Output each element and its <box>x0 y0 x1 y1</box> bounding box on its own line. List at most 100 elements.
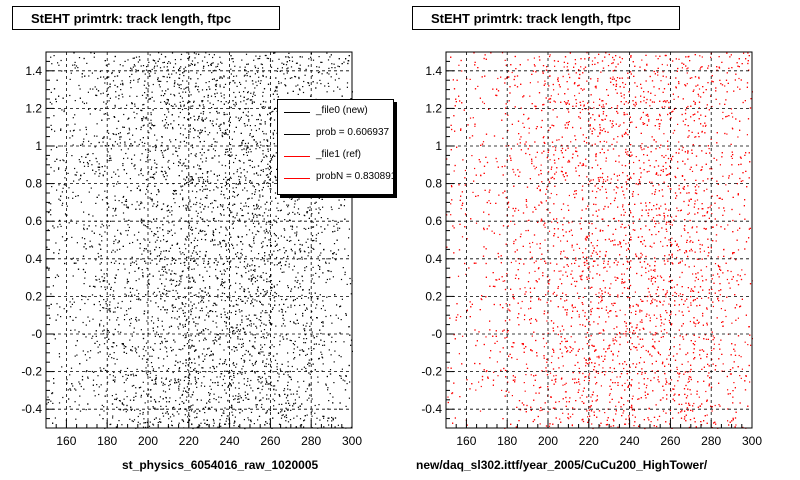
data-point <box>290 296 292 298</box>
data-point <box>107 114 109 116</box>
data-point <box>161 171 163 173</box>
data-point <box>298 239 300 241</box>
data-point <box>229 284 232 287</box>
data-point <box>160 170 163 172</box>
data-point <box>268 388 270 390</box>
data-point <box>242 300 244 302</box>
data-point <box>79 395 81 397</box>
data-point <box>158 84 160 86</box>
data-point <box>249 331 251 333</box>
data-point <box>203 348 205 350</box>
data-point <box>298 386 300 388</box>
data-point <box>297 208 300 210</box>
data-point <box>194 260 196 262</box>
data-point <box>121 343 123 345</box>
data-point <box>157 230 159 233</box>
data-point <box>238 218 241 220</box>
data-point <box>70 389 72 391</box>
data-point <box>193 369 195 371</box>
data-point <box>223 103 225 105</box>
data-point <box>107 183 109 185</box>
data-point <box>314 369 316 371</box>
data-point <box>270 381 272 383</box>
data-point <box>223 410 225 412</box>
data-point <box>300 250 302 252</box>
data-point <box>170 229 172 231</box>
data-point <box>62 159 64 161</box>
data-point <box>230 106 232 109</box>
data-point <box>200 422 202 424</box>
data-point <box>151 68 153 71</box>
data-point <box>278 373 280 375</box>
data-point <box>289 236 291 238</box>
data-point <box>229 383 231 385</box>
data-point <box>123 263 125 265</box>
data-point <box>109 374 111 376</box>
data-point <box>291 365 293 368</box>
data-point <box>318 276 320 278</box>
data-point <box>264 291 266 293</box>
data-point <box>224 185 226 187</box>
data-point <box>310 247 312 249</box>
data-point <box>193 369 195 371</box>
data-point <box>190 292 192 294</box>
data-point <box>147 223 149 225</box>
data-point <box>197 78 199 80</box>
data-point <box>74 401 76 403</box>
data-point <box>157 326 159 328</box>
data-point <box>275 179 277 181</box>
data-point <box>223 333 225 335</box>
data-point <box>213 173 215 175</box>
data-point <box>250 250 252 252</box>
data-point <box>330 341 333 343</box>
data-point <box>246 190 248 192</box>
data-point <box>149 250 151 252</box>
data-point <box>320 61 322 63</box>
data-point <box>157 78 159 81</box>
data-point <box>123 204 125 206</box>
data-point <box>222 412 224 414</box>
data-point <box>165 241 167 243</box>
data-point <box>150 400 152 402</box>
data-point <box>198 115 200 117</box>
data-point <box>214 336 217 338</box>
data-point <box>121 424 123 426</box>
data-point <box>281 414 283 417</box>
data-point <box>58 95 60 97</box>
data-point <box>227 134 229 136</box>
data-point <box>186 391 188 393</box>
data-point <box>145 87 147 89</box>
data-point <box>242 345 244 347</box>
data-point <box>223 262 225 265</box>
data-point <box>271 254 273 256</box>
data-point <box>168 326 171 328</box>
data-point <box>255 360 257 362</box>
data-point <box>145 426 147 428</box>
data-point <box>234 420 236 422</box>
data-point <box>293 206 295 208</box>
data-point <box>336 304 338 306</box>
data-point <box>231 243 233 245</box>
data-point <box>289 197 291 199</box>
data-point <box>209 355 211 357</box>
data-point <box>160 94 162 97</box>
data-point <box>60 195 62 197</box>
data-point <box>146 186 148 188</box>
data-point <box>262 74 264 77</box>
data-point <box>156 294 158 296</box>
data-point <box>119 232 122 234</box>
data-point <box>305 266 308 268</box>
data-point <box>166 309 168 311</box>
data-point <box>276 243 278 245</box>
data-point <box>227 207 229 209</box>
data-point <box>314 404 316 407</box>
data-point <box>106 77 108 79</box>
data-point <box>321 61 323 63</box>
data-point <box>243 419 245 421</box>
data-point <box>183 140 185 142</box>
data-point <box>330 315 332 317</box>
data-point <box>205 328 207 330</box>
data-point <box>256 216 258 218</box>
data-point <box>193 280 195 282</box>
data-point <box>260 275 262 277</box>
